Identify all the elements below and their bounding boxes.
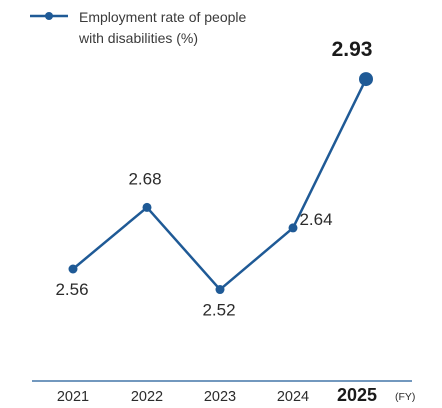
data-point-2023 — [215, 285, 225, 295]
data-label-2025: 2.93 — [332, 38, 373, 61]
x-tick-2023: 2023 — [204, 389, 236, 405]
data-label-2023: 2.52 — [202, 301, 235, 320]
legend: Employment rate of people with disabilit… — [30, 9, 247, 46]
series-line — [71, 77, 368, 291]
x-axis-unit-label: (FY) — [395, 391, 415, 403]
x-axis-ticks: 2021 2022 2023 2024 2025 (FY) — [57, 385, 416, 405]
plot-area: 2.56 2.68 2.52 2.64 2.93 — [55, 38, 373, 320]
data-label-2022: 2.68 — [128, 169, 161, 188]
data-label-2024: 2.64 — [299, 210, 332, 229]
x-tick-2024: 2024 — [277, 389, 309, 405]
data-point-2025 — [359, 72, 373, 87]
data-point-2022 — [142, 202, 152, 212]
data-point-2024 — [288, 223, 298, 233]
x-tick-2021: 2021 — [57, 389, 89, 405]
x-tick-2022: 2022 — [131, 389, 163, 405]
legend-label-line-1: Employment rate of people — [79, 9, 247, 25]
data-label-2021: 2.56 — [55, 280, 88, 299]
x-tick-2025: 2025 — [337, 385, 377, 405]
data-point-2021 — [68, 264, 78, 274]
legend-label-line-2: with disabilities (%) — [78, 30, 198, 46]
legend-dot-marker — [45, 12, 53, 20]
